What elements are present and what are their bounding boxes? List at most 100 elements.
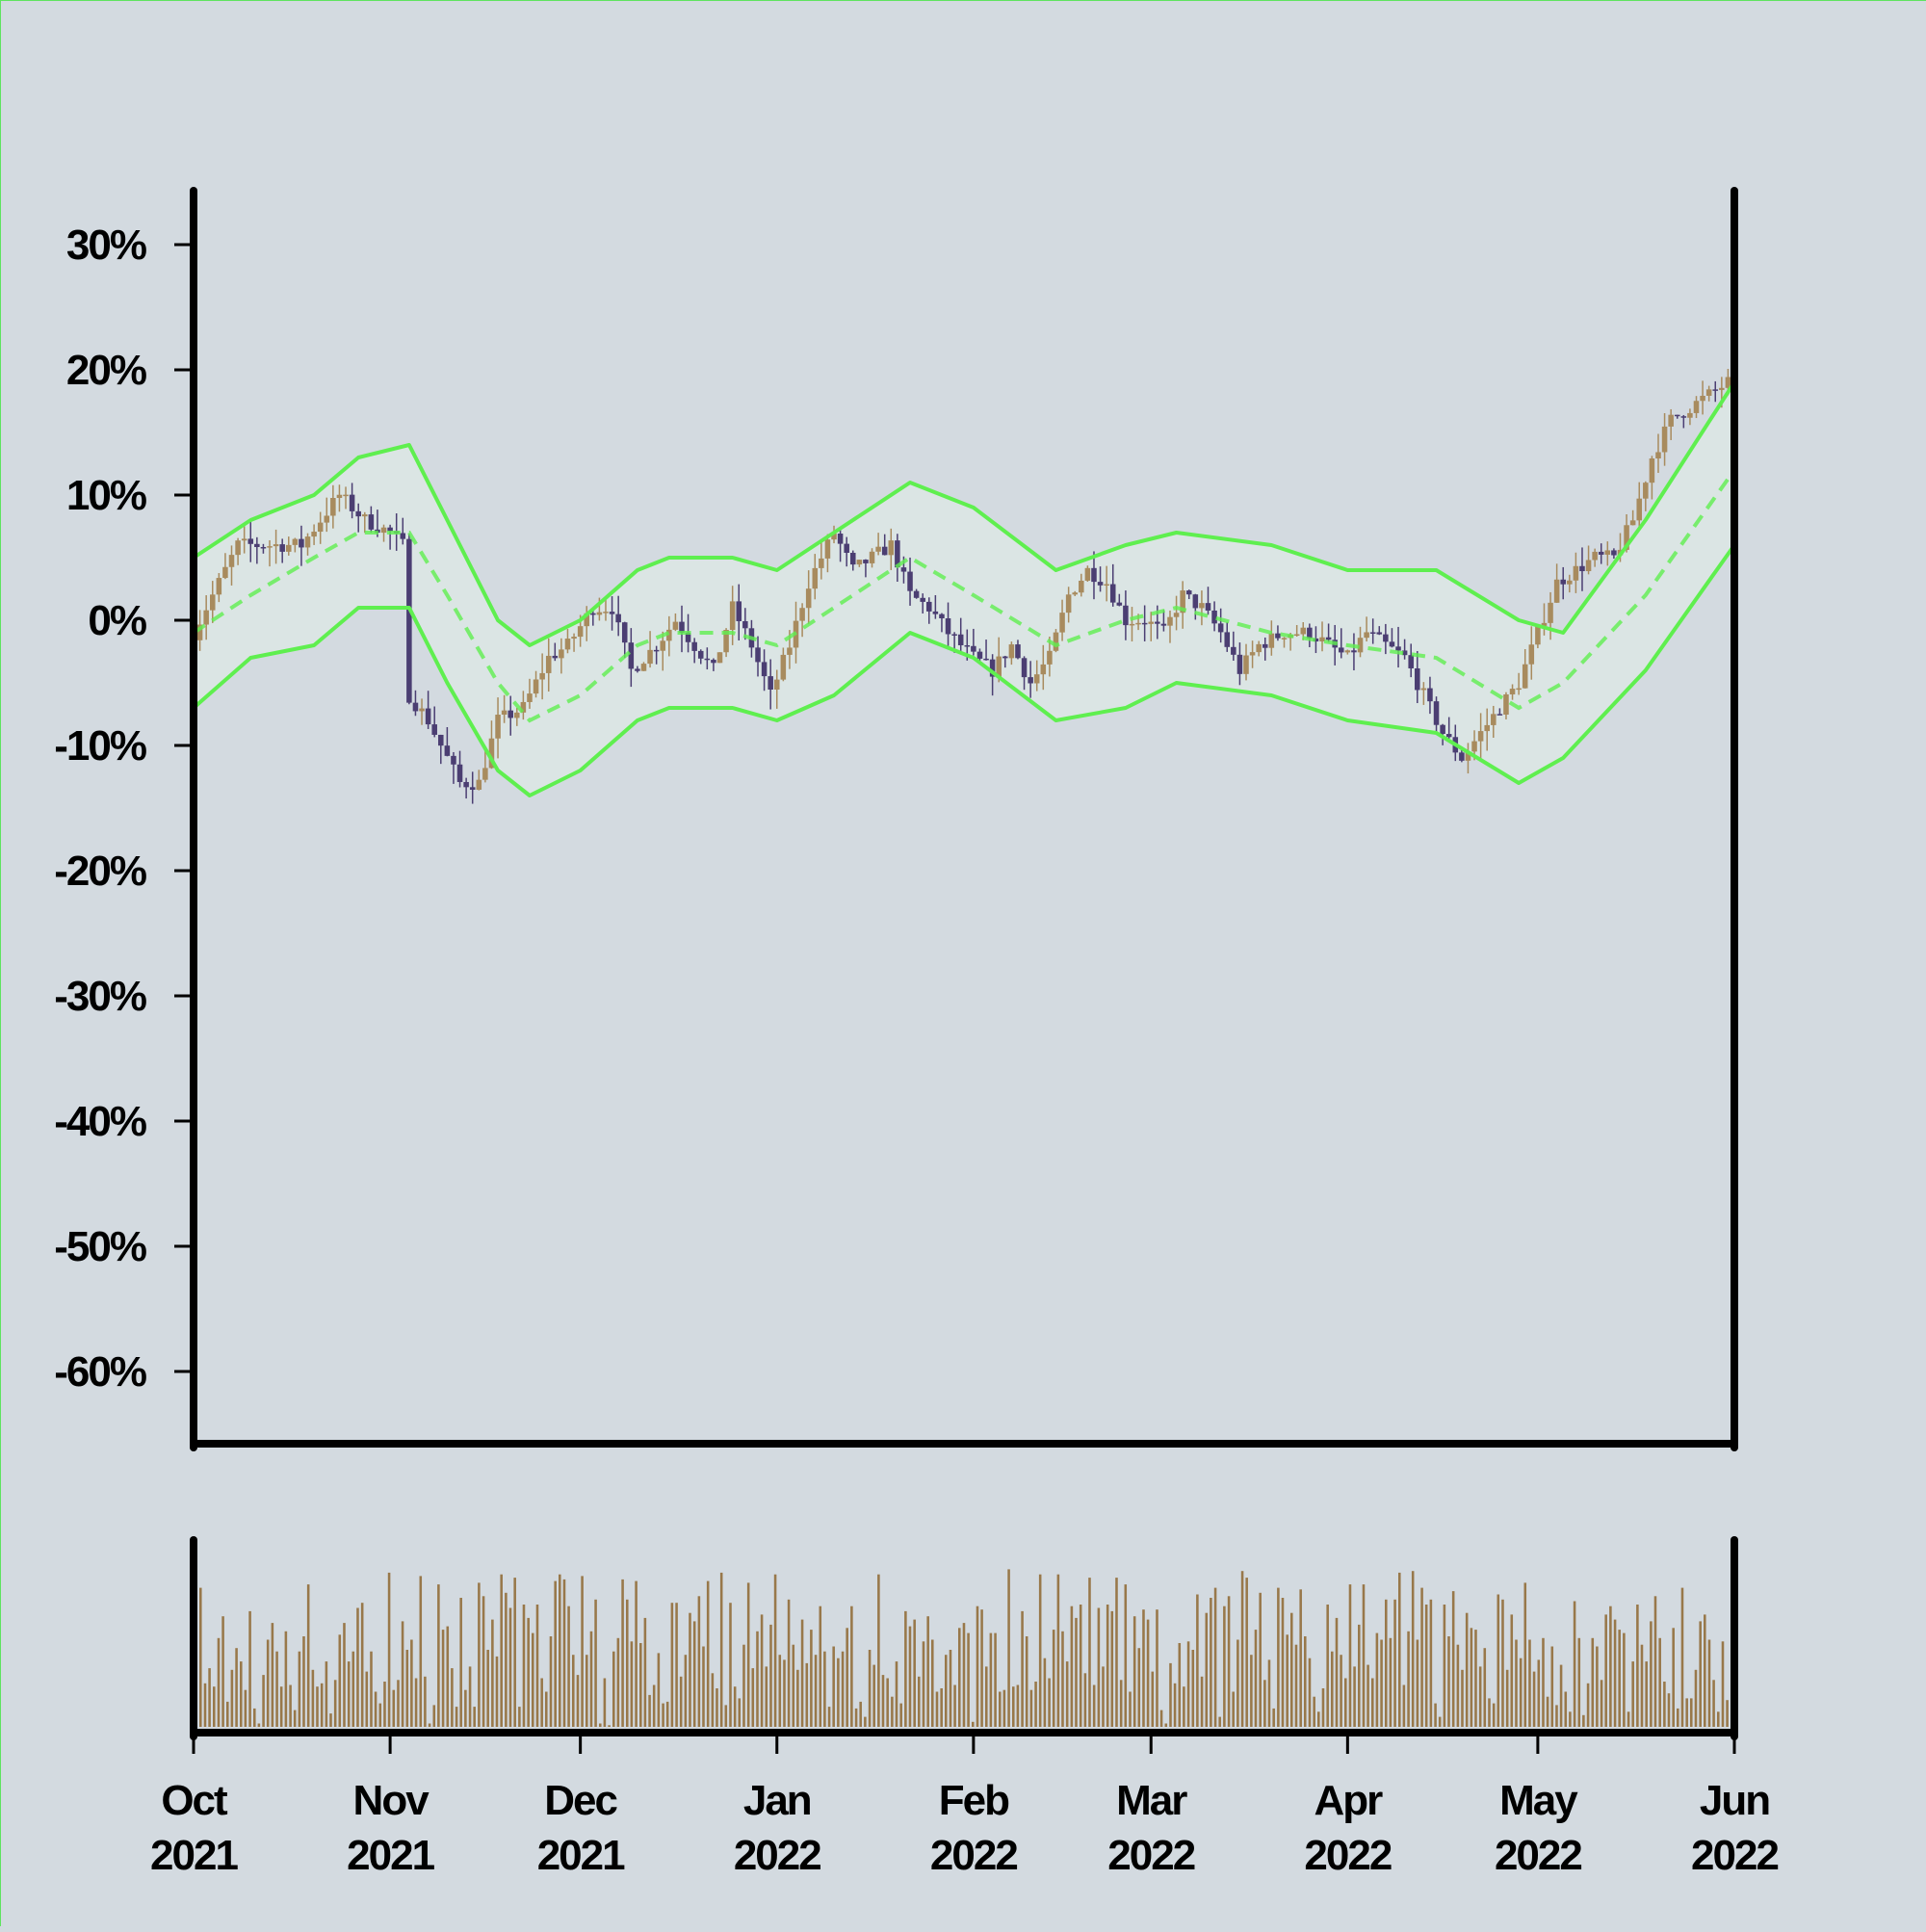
volume-bar [980, 1609, 983, 1727]
candle-body [913, 590, 920, 598]
volume-bar [940, 1688, 943, 1727]
candle-body [856, 560, 863, 565]
axis-layer: 30% 20% 10% 0% -10% -20% -30% -40% -50% -60% Oct 20… [54, 187, 1780, 1879]
candle-body [1415, 667, 1420, 691]
candle-body [989, 659, 996, 677]
candle-body [691, 641, 697, 651]
candle-body [881, 546, 888, 556]
volume-bar [1016, 1684, 1020, 1727]
candle-body [1604, 550, 1611, 555]
volume-bar [1604, 1614, 1607, 1727]
candle-body [533, 679, 539, 694]
candle-body [773, 679, 780, 691]
candle-body [1047, 650, 1053, 665]
candle-body [1344, 650, 1351, 653]
volume-bar [1304, 1636, 1307, 1727]
volume-bar [482, 1596, 485, 1727]
volume-bar [967, 1632, 970, 1727]
volume-bar [1259, 1592, 1262, 1727]
candle-body [584, 613, 589, 627]
volume-bar [1591, 1637, 1595, 1727]
candle-body [1268, 633, 1275, 648]
candle-body [729, 601, 736, 631]
volume-bar [589, 1631, 593, 1727]
candle-body [1459, 752, 1465, 761]
candle-body [343, 494, 349, 497]
candle-body [895, 540, 900, 568]
x-tick-label-year: 2021 [347, 1832, 434, 1879]
volume-bar [581, 1576, 584, 1727]
volume-bar [586, 1655, 588, 1727]
volume-bar [464, 1689, 467, 1727]
x-tick-label-month: Dec [544, 1777, 617, 1824]
candle-body [819, 558, 824, 568]
volume-bar [612, 1651, 615, 1727]
volume-bar [1402, 1684, 1406, 1727]
volume-bar [1451, 1591, 1455, 1727]
candle-body [1719, 387, 1725, 390]
volume-bar [1159, 1710, 1163, 1727]
candle-body [1002, 656, 1008, 659]
candle-body [1611, 550, 1617, 556]
candle-body [1395, 646, 1401, 651]
candle-body [711, 660, 716, 664]
volume-bar [989, 1632, 993, 1727]
candle-body [971, 645, 976, 652]
volume-bar [1447, 1636, 1450, 1727]
candle-body [1420, 688, 1427, 691]
candle-body [1592, 551, 1598, 561]
volume-bar [1353, 1666, 1356, 1727]
volume-bar [432, 1705, 436, 1727]
volume-bar [1065, 1661, 1069, 1727]
volume-bar [545, 1691, 548, 1727]
candle-body [355, 510, 361, 517]
volume-bar [441, 1630, 445, 1727]
volume-bar [994, 1632, 997, 1727]
candle-body [787, 647, 793, 655]
volume-bar [1132, 1616, 1136, 1727]
volume-bar [1344, 1678, 1347, 1727]
volume-bar [1573, 1601, 1576, 1727]
volume-bar [240, 1661, 243, 1727]
candle-body [1236, 654, 1243, 674]
volume-bar [1290, 1612, 1293, 1727]
volume-bar [1672, 1628, 1675, 1727]
candle-body [362, 514, 368, 517]
volume-bar [706, 1580, 710, 1727]
volume-bar [1286, 1634, 1288, 1727]
volume-bar [719, 1572, 723, 1727]
volume-bar [284, 1631, 288, 1727]
volume-bar [455, 1707, 458, 1727]
candle-body [1553, 579, 1560, 603]
candle-body [723, 630, 729, 653]
volume-bar [1707, 1639, 1711, 1727]
volume-bar [226, 1701, 229, 1727]
volume-bar [1156, 1609, 1158, 1727]
volume-bar [1393, 1599, 1396, 1727]
candle-body [559, 649, 564, 659]
volume-bar [751, 1668, 755, 1727]
volume-bar [279, 1686, 283, 1727]
volume-bar [899, 1703, 902, 1727]
candle-body [1465, 751, 1471, 761]
volume-bar [1650, 1621, 1653, 1727]
x-tick-label-month: Jun [1700, 1777, 1769, 1824]
volume-bar [1375, 1632, 1379, 1727]
candle-body [235, 540, 241, 556]
candle-body [780, 654, 787, 680]
volume-bar [311, 1669, 315, 1727]
candle-body [837, 534, 844, 544]
volume-bar [648, 1694, 651, 1727]
candle-body [1217, 623, 1224, 633]
volume-bar [248, 1610, 251, 1727]
volume-bar [572, 1655, 575, 1727]
candle-body [615, 614, 621, 623]
volume-bar [1115, 1578, 1118, 1727]
volume-bar [1124, 1584, 1128, 1727]
candle-body [1123, 605, 1129, 626]
y-tick-label: -50% [54, 1223, 146, 1270]
volume-bar [670, 1603, 674, 1727]
volume-bar [692, 1621, 696, 1727]
volume-bar [1186, 1641, 1190, 1727]
